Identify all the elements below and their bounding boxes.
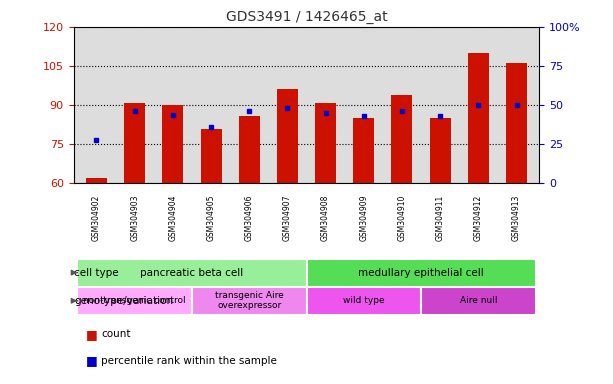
Title: GDS3491 / 1426465_at: GDS3491 / 1426465_at: [226, 10, 387, 25]
Bar: [468, 53, 489, 184]
Text: non-transgenic control: non-transgenic control: [83, 296, 186, 305]
Text: GSM304904: GSM304904: [169, 195, 177, 241]
Bar: [192, 287, 306, 315]
Bar: [238, 116, 260, 184]
Bar: [200, 129, 221, 184]
Text: GSM304902: GSM304902: [92, 195, 101, 241]
Text: count: count: [101, 329, 131, 339]
Text: GSM304908: GSM304908: [321, 195, 330, 241]
Bar: [77, 258, 306, 287]
Text: GSM304912: GSM304912: [474, 195, 483, 241]
Text: genotype/variation: genotype/variation: [74, 296, 173, 306]
Bar: [86, 178, 107, 184]
Text: GSM304911: GSM304911: [436, 195, 444, 241]
Text: GSM304903: GSM304903: [130, 195, 139, 241]
Bar: [277, 89, 298, 184]
Bar: [421, 287, 536, 315]
Text: wild type: wild type: [343, 296, 384, 305]
Bar: [315, 103, 336, 184]
Bar: [124, 103, 145, 184]
Text: ■: ■: [86, 354, 97, 367]
Text: GSM304907: GSM304907: [283, 195, 292, 241]
Bar: [306, 258, 536, 287]
Text: GSM304906: GSM304906: [245, 195, 254, 241]
Text: cell type: cell type: [74, 268, 119, 278]
Text: GSM304910: GSM304910: [397, 195, 406, 241]
Bar: [392, 95, 413, 184]
Text: GSM304913: GSM304913: [512, 195, 521, 241]
Text: GSM304905: GSM304905: [207, 195, 216, 241]
Bar: [430, 118, 451, 184]
Bar: [506, 63, 527, 184]
Bar: [162, 105, 183, 184]
Text: Aire null: Aire null: [460, 296, 497, 305]
Text: pancreatic beta cell: pancreatic beta cell: [140, 268, 243, 278]
Bar: [353, 118, 375, 184]
Text: ■: ■: [86, 328, 97, 341]
Bar: [77, 287, 192, 315]
Bar: [306, 287, 421, 315]
Text: percentile rank within the sample: percentile rank within the sample: [101, 356, 277, 366]
Text: medullary epithelial cell: medullary epithelial cell: [358, 268, 484, 278]
Text: GSM304909: GSM304909: [359, 195, 368, 241]
Text: transgenic Aire
overexpressor: transgenic Aire overexpressor: [215, 291, 284, 311]
